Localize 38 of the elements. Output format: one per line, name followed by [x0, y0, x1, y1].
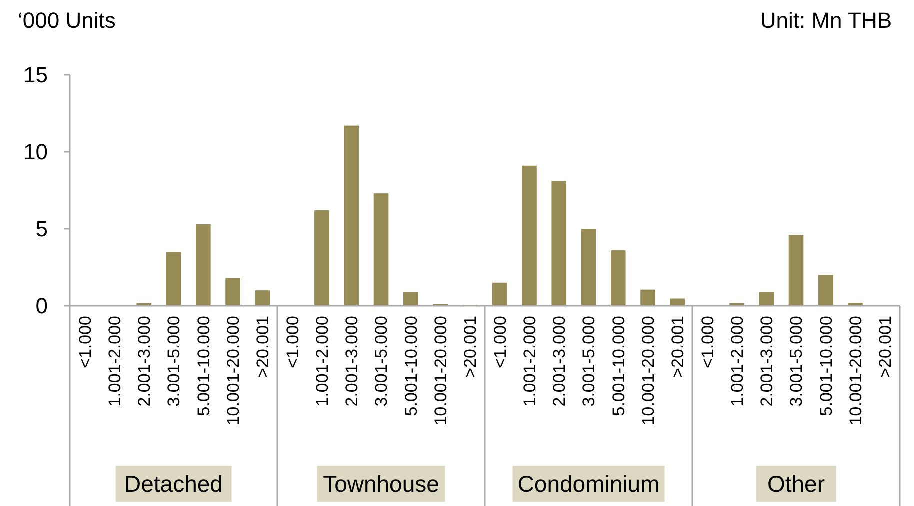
x-tick-label: <1.000	[698, 316, 718, 368]
x-tick-label: 5.001-10.000	[609, 316, 628, 416]
x-tick-label: 5.001-10.000	[194, 316, 214, 416]
y-tick-label: 0	[36, 294, 48, 319]
x-tick-label: 1.001-2.000	[728, 316, 747, 407]
x-tick-label: 5.001-10.000	[402, 316, 421, 416]
x-tick-label: 1.001-2.000	[312, 316, 332, 407]
x-tick-label: 10.001-20.000	[638, 316, 658, 426]
text: Other	[767, 471, 826, 498]
x-tick-label: 1.001-2.000	[520, 316, 540, 407]
x-tick-label: 2.001-3.000	[342, 316, 362, 407]
x-axis-title: Unit: Mn THB	[760, 8, 892, 33]
x-tick-label: <1.000	[283, 316, 302, 368]
x-tick-label: <1.000	[76, 316, 95, 368]
y-tick-label: 5	[36, 216, 48, 242]
x-tick-label: 5.001-10.000	[816, 316, 836, 416]
x-tick-label: 10.001-20.000	[846, 316, 866, 426]
x-tick-label: 10.001-20.000	[224, 316, 243, 426]
x-tick-label: >20.001	[876, 316, 896, 378]
x-tick-label: 3.001-5.000	[580, 316, 599, 407]
x-tick-label: 10.001-20.000	[431, 316, 450, 426]
x-tick-label: 2.001-3.000	[135, 316, 154, 407]
text: Townhouse	[323, 471, 440, 498]
y-axis-title: ‘000 Units	[18, 8, 116, 33]
y-tick-label: 15	[24, 62, 48, 88]
text: Condominium	[518, 471, 660, 498]
x-tick-label: >20.001	[254, 316, 273, 378]
y-tick-label: 10	[24, 140, 48, 165]
text: Detached	[124, 471, 223, 498]
x-tick-label: >20.001	[668, 316, 688, 378]
x-tick-label: >20.001	[461, 316, 480, 378]
x-tick-label: 1.001-2.000	[105, 316, 124, 407]
x-tick-label: 3.001-5.000	[372, 316, 392, 407]
x-tick-label: <1.000	[490, 316, 510, 368]
x-tick-label: 3.001-5.000	[164, 316, 184, 407]
x-tick-label: 3.001-5.000	[787, 316, 806, 407]
x-tick-label: 2.001-3.000	[758, 316, 777, 407]
x-tick-label: 2.001-3.000	[550, 316, 570, 407]
